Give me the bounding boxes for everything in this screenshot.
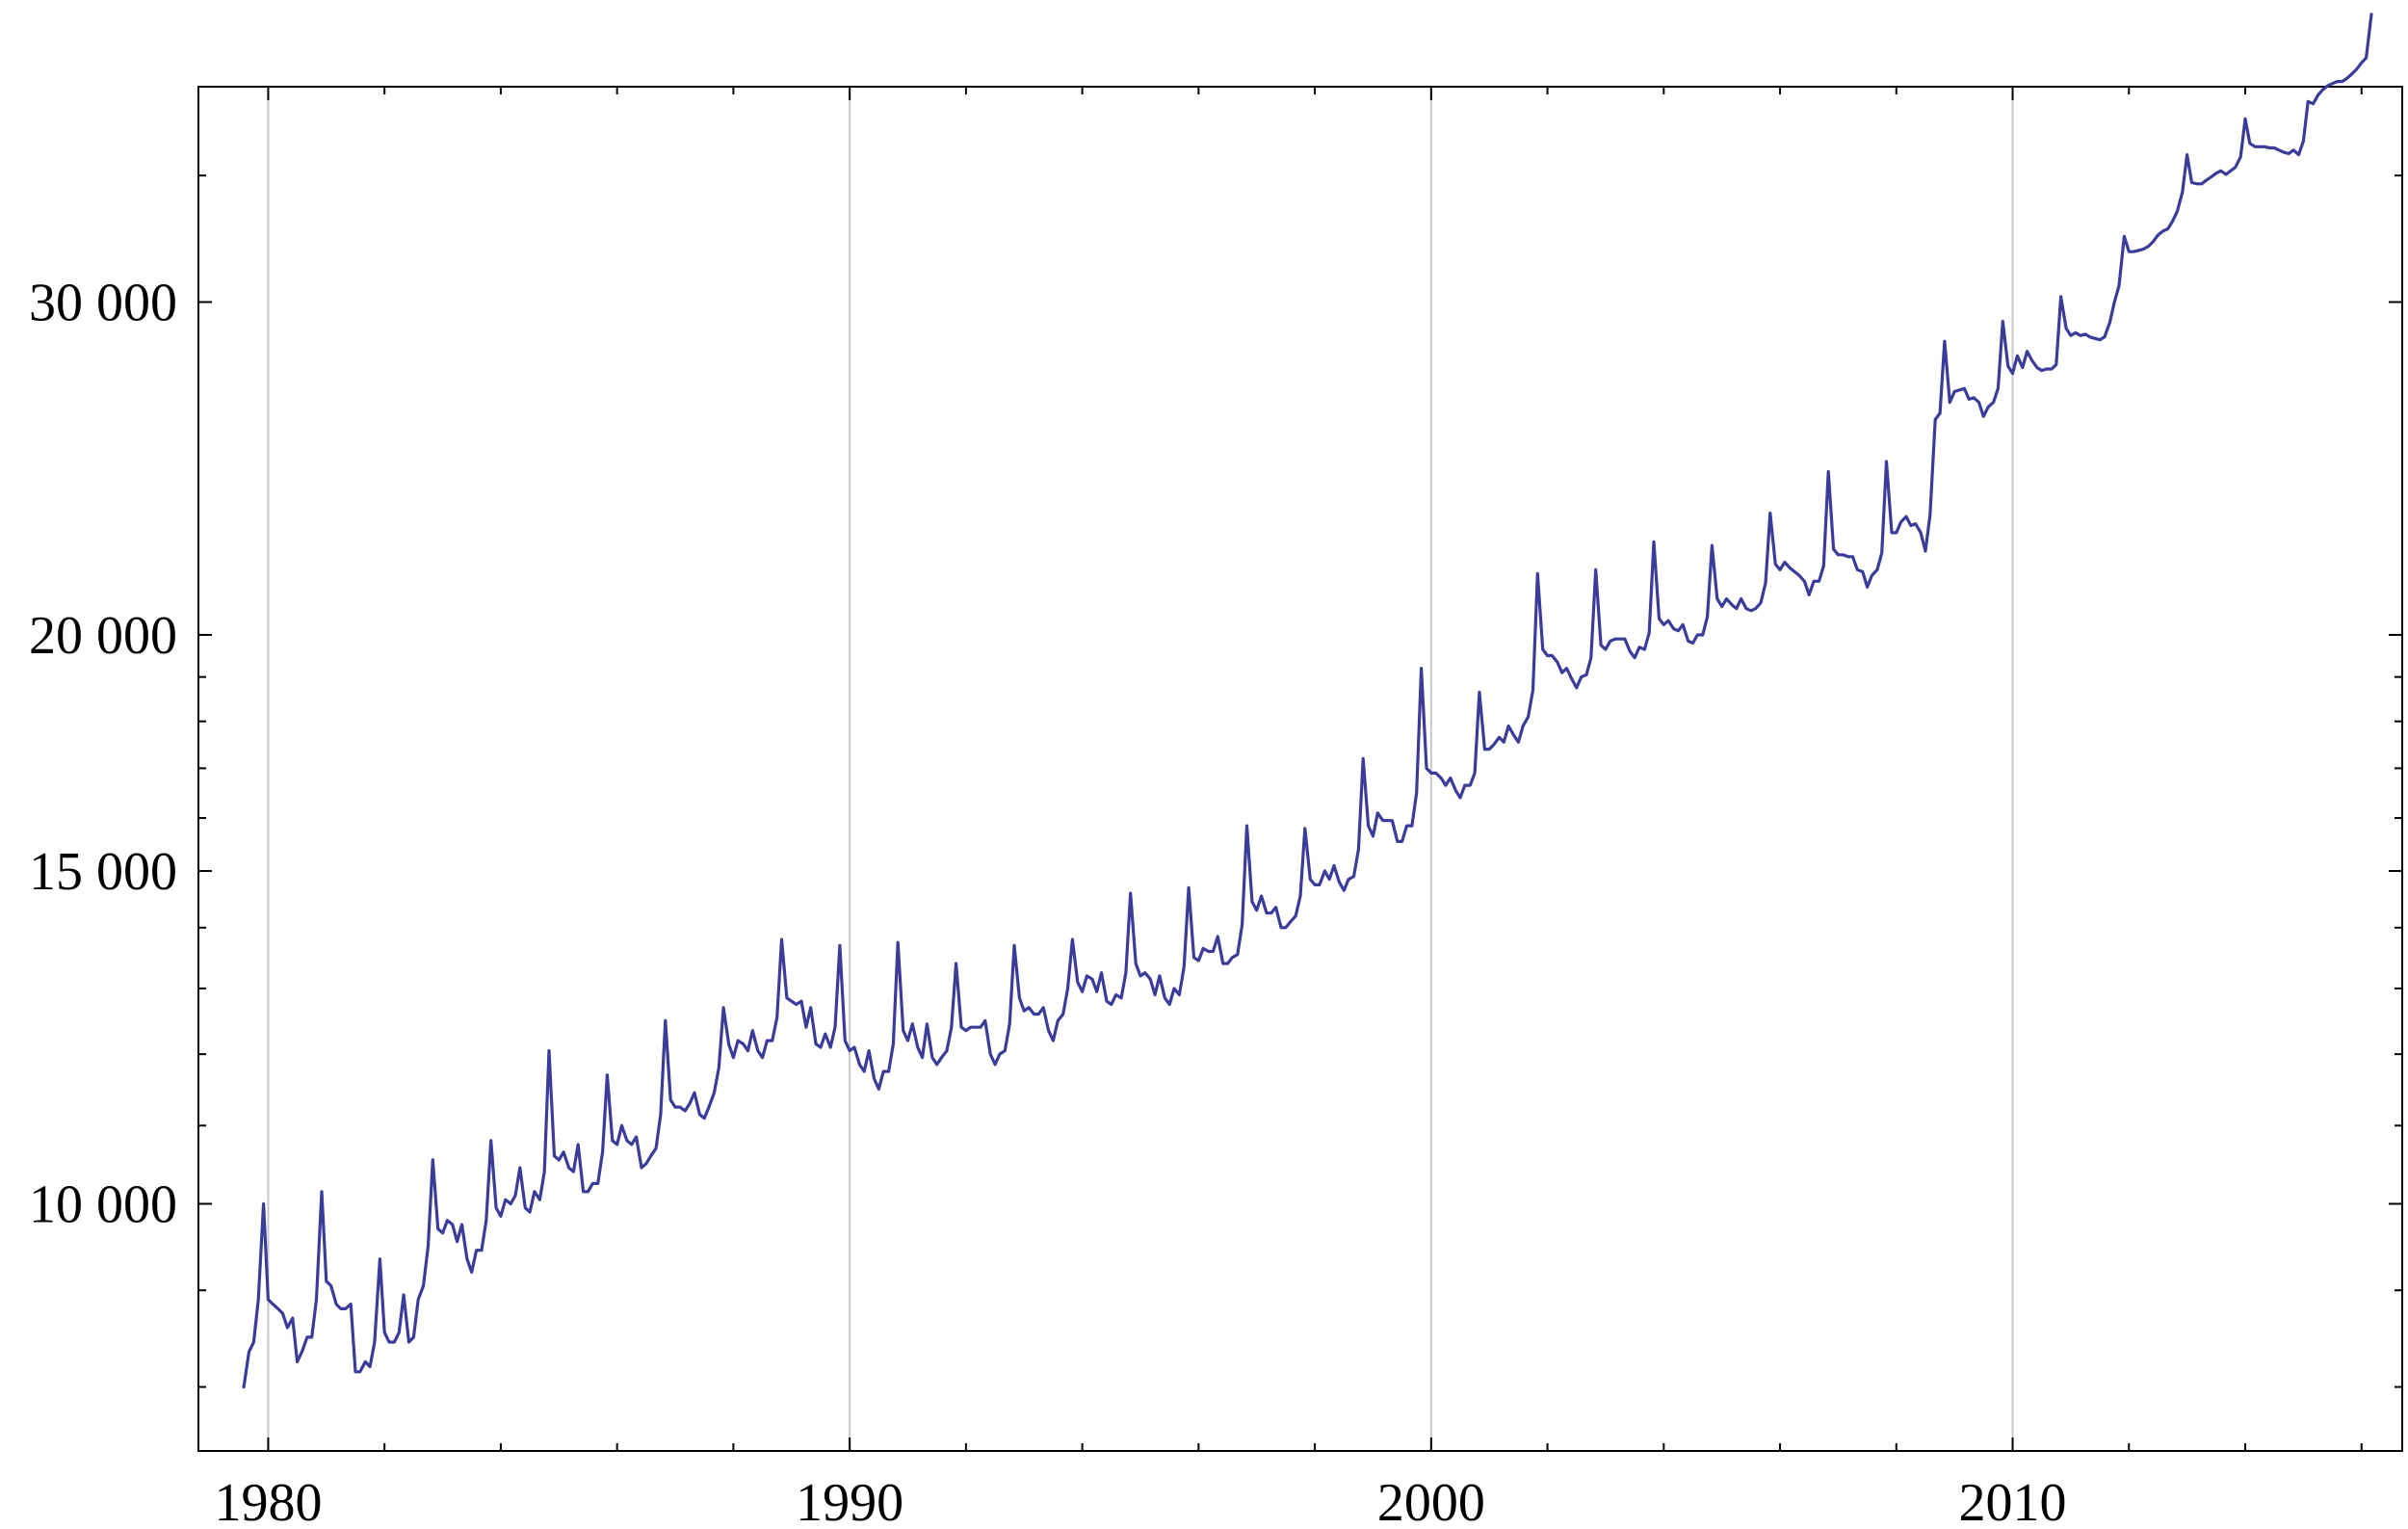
y-tick-label: 30 000 [29,274,177,333]
y-tick-label: 20 000 [29,606,177,666]
plot-frame [197,86,2403,1452]
series-layer [242,13,2373,1389]
x-tick-label: 2010 [1959,1473,2067,1529]
x-tick-label: 1980 [214,1473,322,1529]
tick-labels: 1980 1990 2000 2010 10 000 15 000 20 000 30 000 [29,274,2067,1529]
series-line-0 [242,13,2373,1389]
x-gridlines [267,87,2014,1451]
x-tick-label: 2000 [1377,1473,1485,1529]
y-tick-label: 15 000 [29,842,177,902]
x-tick-label: 1990 [796,1473,903,1529]
y-tick-label: 10 000 [29,1174,177,1234]
axis-ticks [198,87,2402,1451]
